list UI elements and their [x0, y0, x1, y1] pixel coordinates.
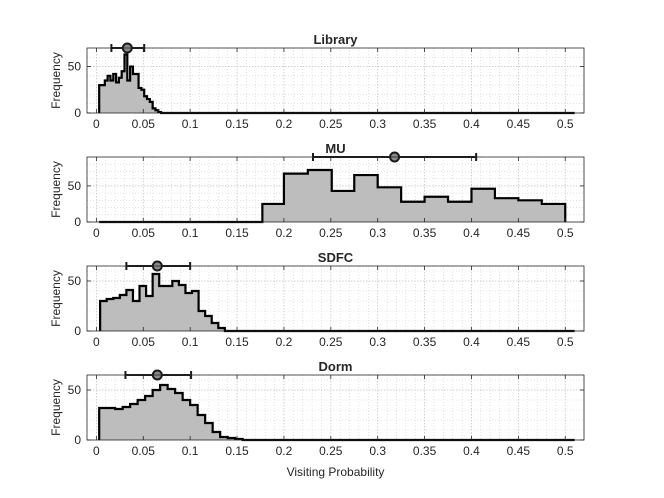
x-tick-label: 0.45 — [507, 117, 531, 131]
chart-title: Dorm — [319, 359, 353, 374]
y-tick-label: 50 — [68, 383, 82, 397]
x-tick-label: 0.25 — [319, 226, 343, 240]
x-tick-label: 0.2 — [276, 117, 293, 131]
subplot-library: 0 0.05 0.1 0.15 0.2 0.25 0.3 0.35 0.4 0.45 0.5 0 50 L… — [49, 32, 585, 131]
x-tick-label: 0.15 — [225, 444, 249, 458]
y-tick-label: 0 — [74, 106, 81, 120]
x-tick-label: 0.4 — [463, 226, 480, 240]
x-tick-label: 0.5 — [557, 444, 574, 458]
x-tick-label: 0.2 — [276, 226, 293, 240]
x-tick-label: 0.45 — [507, 444, 531, 458]
x-tick-label: 0.4 — [463, 444, 480, 458]
y-axis-label: Frequency — [49, 379, 63, 436]
x-tick-label: 0.25 — [319, 444, 343, 458]
x-tick-label: 0.1 — [182, 117, 199, 131]
y-tick-label: 50 — [68, 60, 82, 74]
x-tick-label: 0.4 — [463, 335, 480, 349]
chart-title: Library — [313, 32, 358, 47]
axes-box — [86, 156, 585, 223]
x-tick-label: 0.3 — [369, 117, 386, 131]
x-tick-label: 0.4 — [463, 117, 480, 131]
x-tick-label: 0.1 — [182, 335, 199, 349]
x-tick-label: 0.25 — [319, 117, 343, 131]
y-tick-label: 0 — [74, 433, 81, 447]
x-tick-label: 0.45 — [507, 226, 531, 240]
histogram-fill — [99, 170, 566, 222]
axes-box — [86, 374, 585, 441]
x-tick-label: 0.3 — [369, 335, 386, 349]
axes-box — [86, 47, 585, 114]
x-tick-label: 0.5 — [557, 117, 574, 131]
histogram-fill — [99, 54, 575, 113]
x-tick-label: 0.05 — [132, 117, 156, 131]
x-axis-label: Visiting Probability — [287, 465, 385, 479]
x-tick-label: 0.15 — [225, 226, 249, 240]
histogram-outline — [99, 168, 567, 224]
x-tick-label: 0.45 — [507, 335, 531, 349]
chart-title: MU — [325, 141, 345, 156]
y-tick-label: 0 — [74, 324, 81, 338]
y-axis-label: Frequency — [49, 161, 63, 218]
histogram-outline — [99, 272, 575, 333]
y-tick-label: 50 — [68, 179, 82, 193]
x-tick-label: 0.15 — [225, 335, 249, 349]
x-tick-label: 0.25 — [319, 335, 343, 349]
chart-title: SDFC — [318, 250, 354, 265]
x-tick-label: 0.5 — [557, 226, 574, 240]
x-tick-label: 0.3 — [369, 226, 386, 240]
x-tick-label: 0.1 — [182, 444, 199, 458]
x-tick-label: 0.2 — [276, 335, 293, 349]
x-tick-label: 0.35 — [413, 226, 437, 240]
y-tick-label: 0 — [74, 215, 81, 229]
y-axis-label: Frequency — [49, 52, 63, 109]
histogram-outline — [98, 383, 575, 442]
x-tick-label: 0.05 — [132, 335, 156, 349]
x-tick-label: 0 — [93, 226, 100, 240]
y-tick-label: 50 — [68, 274, 82, 288]
subplot-sdfc: 0 0.05 0.1 0.15 0.2 0.25 0.3 0.35 0.4 0.45 0.5 0 50 S… — [49, 250, 585, 349]
x-tick-label: 0.5 — [557, 335, 574, 349]
subplot-dorm: 0 0.05 0.1 0.15 0.2 0.25 0.3 0.35 0.4 0.45 0.5 0 50 D… — [49, 359, 585, 479]
y-axis-label: Frequency — [49, 270, 63, 327]
x-tick-label: 0.05 — [132, 444, 156, 458]
axes-background — [87, 48, 584, 113]
histogram-fill — [100, 274, 575, 331]
x-tick-label: 0.35 — [413, 335, 437, 349]
histogram-fill — [99, 385, 575, 440]
x-tick-label: 0.05 — [132, 226, 156, 240]
histogram-outline — [98, 53, 575, 115]
x-tick-label: 0 — [93, 444, 100, 458]
x-tick-label: 0.3 — [369, 444, 386, 458]
x-tick-label: 0 — [93, 335, 100, 349]
x-tick-label: 0 — [93, 117, 100, 131]
axes-box — [86, 265, 585, 332]
x-tick-label: 0.2 — [276, 444, 293, 458]
x-tick-label: 0.1 — [182, 226, 199, 240]
subplot-mu: 0 0.05 0.1 0.15 0.2 0.25 0.3 0.35 0.4 0.45 0.5 0 50 M… — [49, 141, 585, 240]
x-tick-label: 0.35 — [413, 117, 437, 131]
x-tick-label: 0.15 — [225, 117, 249, 131]
x-tick-label: 0.35 — [413, 444, 437, 458]
